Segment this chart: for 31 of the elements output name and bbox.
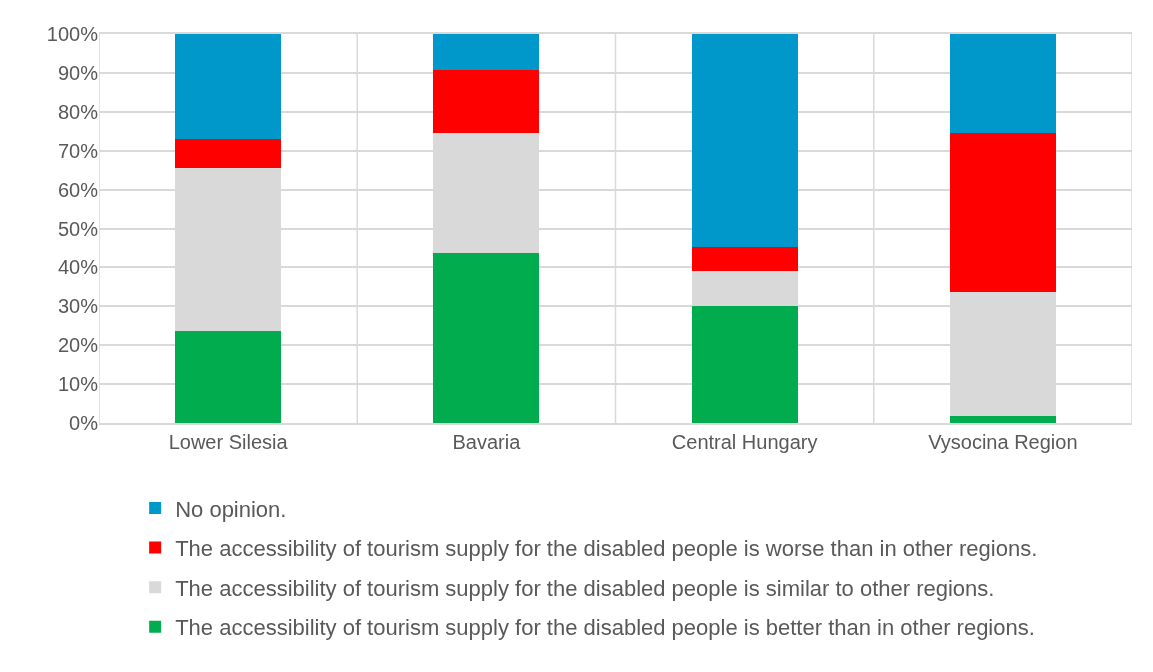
y-tick-label: 60% (57, 178, 99, 201)
y-tick-label: 70% (57, 139, 99, 162)
bar (175, 138, 282, 169)
y-tick-label: 90% (57, 61, 99, 84)
x-tick-label: Vysocina Region (928, 430, 1078, 453)
x-tick-label: Central Hungary (671, 430, 818, 453)
bar (949, 34, 1056, 133)
y-tick-label: 10% (57, 373, 99, 396)
x-tick-label: Bavaria (452, 430, 522, 453)
bar (949, 132, 1056, 292)
bar (175, 330, 282, 423)
legend-label: No opinion. (175, 496, 287, 522)
bar (433, 252, 540, 423)
x-tick-label: Lower Silesia (168, 430, 289, 453)
legend-label: The accessibility of tourism supply for the disabled people is better than in other regions. (175, 615, 1035, 641)
y-tick-label: 30% (57, 295, 99, 318)
legend-label: The accessibility of tourism supply for the disabled people is worse than in other regions. (175, 536, 1038, 562)
bar (691, 306, 798, 423)
y-tick-label: 40% (57, 256, 99, 279)
bar (691, 247, 798, 271)
y-tick-label: 0% (69, 412, 99, 434)
bar (433, 69, 540, 133)
bar (433, 34, 540, 70)
bar (691, 34, 798, 248)
y-tick-label: 50% (57, 217, 99, 240)
y-tick-label: 80% (57, 100, 99, 123)
y-tick-label: 20% (57, 334, 99, 357)
bar (175, 34, 282, 139)
bar (949, 416, 1056, 423)
legend-label: The accessibility of tourism supply for the disabled people is similar to other regions. (175, 575, 995, 601)
y-tick-label: 100% (46, 23, 99, 45)
